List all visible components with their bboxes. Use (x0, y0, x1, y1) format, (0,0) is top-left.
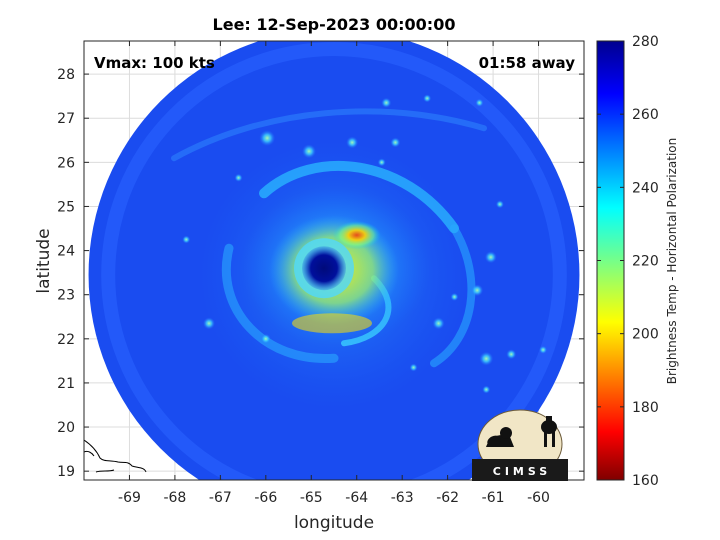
y-tick-label-9: 28 (57, 67, 75, 83)
convective-cell-8 (471, 284, 484, 297)
convective-cell-21 (495, 200, 504, 209)
x-tick-label-7: -62 (436, 490, 459, 506)
colorbar-tick-label-5: 260 (632, 107, 659, 123)
y-axis: 19 20 21 22 23 24 25 26 27 28 (57, 67, 584, 480)
rain-band-2 (221, 243, 339, 363)
y-tick-label-3: 22 (57, 332, 75, 348)
plot-frame (83, 40, 585, 481)
coastline (84, 439, 147, 473)
convective-cell-16 (260, 333, 271, 344)
rain-band-3 (171, 108, 487, 162)
cimss-logo-text: CIMSS (493, 465, 551, 478)
convective-cell-14 (234, 173, 243, 182)
colorbar-tick-label-0: 160 (632, 473, 659, 489)
convective-cell-15 (203, 317, 215, 330)
convective-cell-9 (432, 317, 445, 330)
y-tick-label-8: 27 (57, 111, 75, 127)
x-tick-label-0: -69 (118, 490, 141, 506)
y-tick-label-6: 25 (57, 199, 75, 215)
y-tick-label-7: 26 (57, 155, 75, 171)
y-tick-label-2: 21 (57, 376, 75, 392)
eyewall-south-band (292, 313, 372, 334)
colorbar-tick-label-3: 220 (632, 254, 659, 270)
x-axis: -69 -68 -67 -66 -65 -64 -63 -62 -61 -60 (118, 41, 550, 506)
x-tick-label-9: -60 (527, 490, 550, 506)
colorbar-ticks: 160 180 200 220 240 260 280 (597, 34, 659, 489)
colorbar-tick-label-2: 200 (632, 327, 659, 343)
colorbar-tick-label-4: 240 (632, 180, 659, 196)
vmax-annotation: Vmax: 100 kts (94, 54, 215, 72)
convective-cell-17 (182, 235, 191, 244)
convective-cell-5 (423, 94, 432, 103)
x-tick-label-8: -61 (482, 490, 505, 506)
rain-band-1 (430, 224, 476, 368)
swath-ring (101, 42, 567, 480)
convective-cell-13 (409, 363, 418, 372)
storm-eye (302, 246, 346, 291)
colorbar-label: Brightness Temp - Horizontal Polarizatio… (665, 138, 679, 385)
y-axis-label: latitude (34, 228, 54, 293)
x-tick-label-3: -66 (254, 490, 277, 506)
x-tick-label-4: -65 (300, 490, 323, 506)
eyewall-minimum (332, 221, 381, 250)
x-tick-label-1: -68 (163, 490, 186, 506)
convective-cell-10 (479, 351, 494, 366)
colorbar-tick-label-1: 180 (632, 400, 659, 416)
chart-title: Lee: 12-Sep-2023 00:00:00 (213, 15, 456, 34)
convective-cell-4 (381, 97, 392, 108)
y-tick-label-5: 24 (57, 244, 75, 260)
rain-band-0 (259, 161, 459, 234)
x-tick-label-6: -63 (391, 490, 414, 506)
convective-cell-12 (482, 385, 491, 394)
convective-cell-11 (506, 349, 517, 360)
y-tick-label-4: 23 (57, 288, 75, 304)
convective-cell-18 (377, 158, 386, 167)
time-away-annotation: 01:58 away (479, 54, 576, 72)
convective-cell-19 (450, 292, 459, 301)
swath-image (88, 41, 580, 480)
x-axis-label: longitude (294, 513, 374, 533)
convective-cell-2 (346, 136, 359, 149)
x-tick-label-2: -67 (209, 490, 232, 506)
y-tick-label-1: 20 (57, 420, 75, 436)
convective-cell-1 (302, 144, 316, 159)
convective-cell-7 (484, 251, 497, 264)
convective-cell-20 (539, 345, 548, 354)
x-tick-label-5: -64 (345, 490, 368, 506)
colorbar (596, 40, 625, 481)
convective-cell-3 (390, 137, 401, 148)
convective-cell-6 (475, 98, 484, 107)
convective-cell-0 (259, 130, 276, 147)
colorbar-tick-label-6: 280 (632, 34, 659, 50)
y-tick-label-0: 19 (57, 464, 75, 480)
cimss-logo: CIMSS (472, 409, 568, 481)
